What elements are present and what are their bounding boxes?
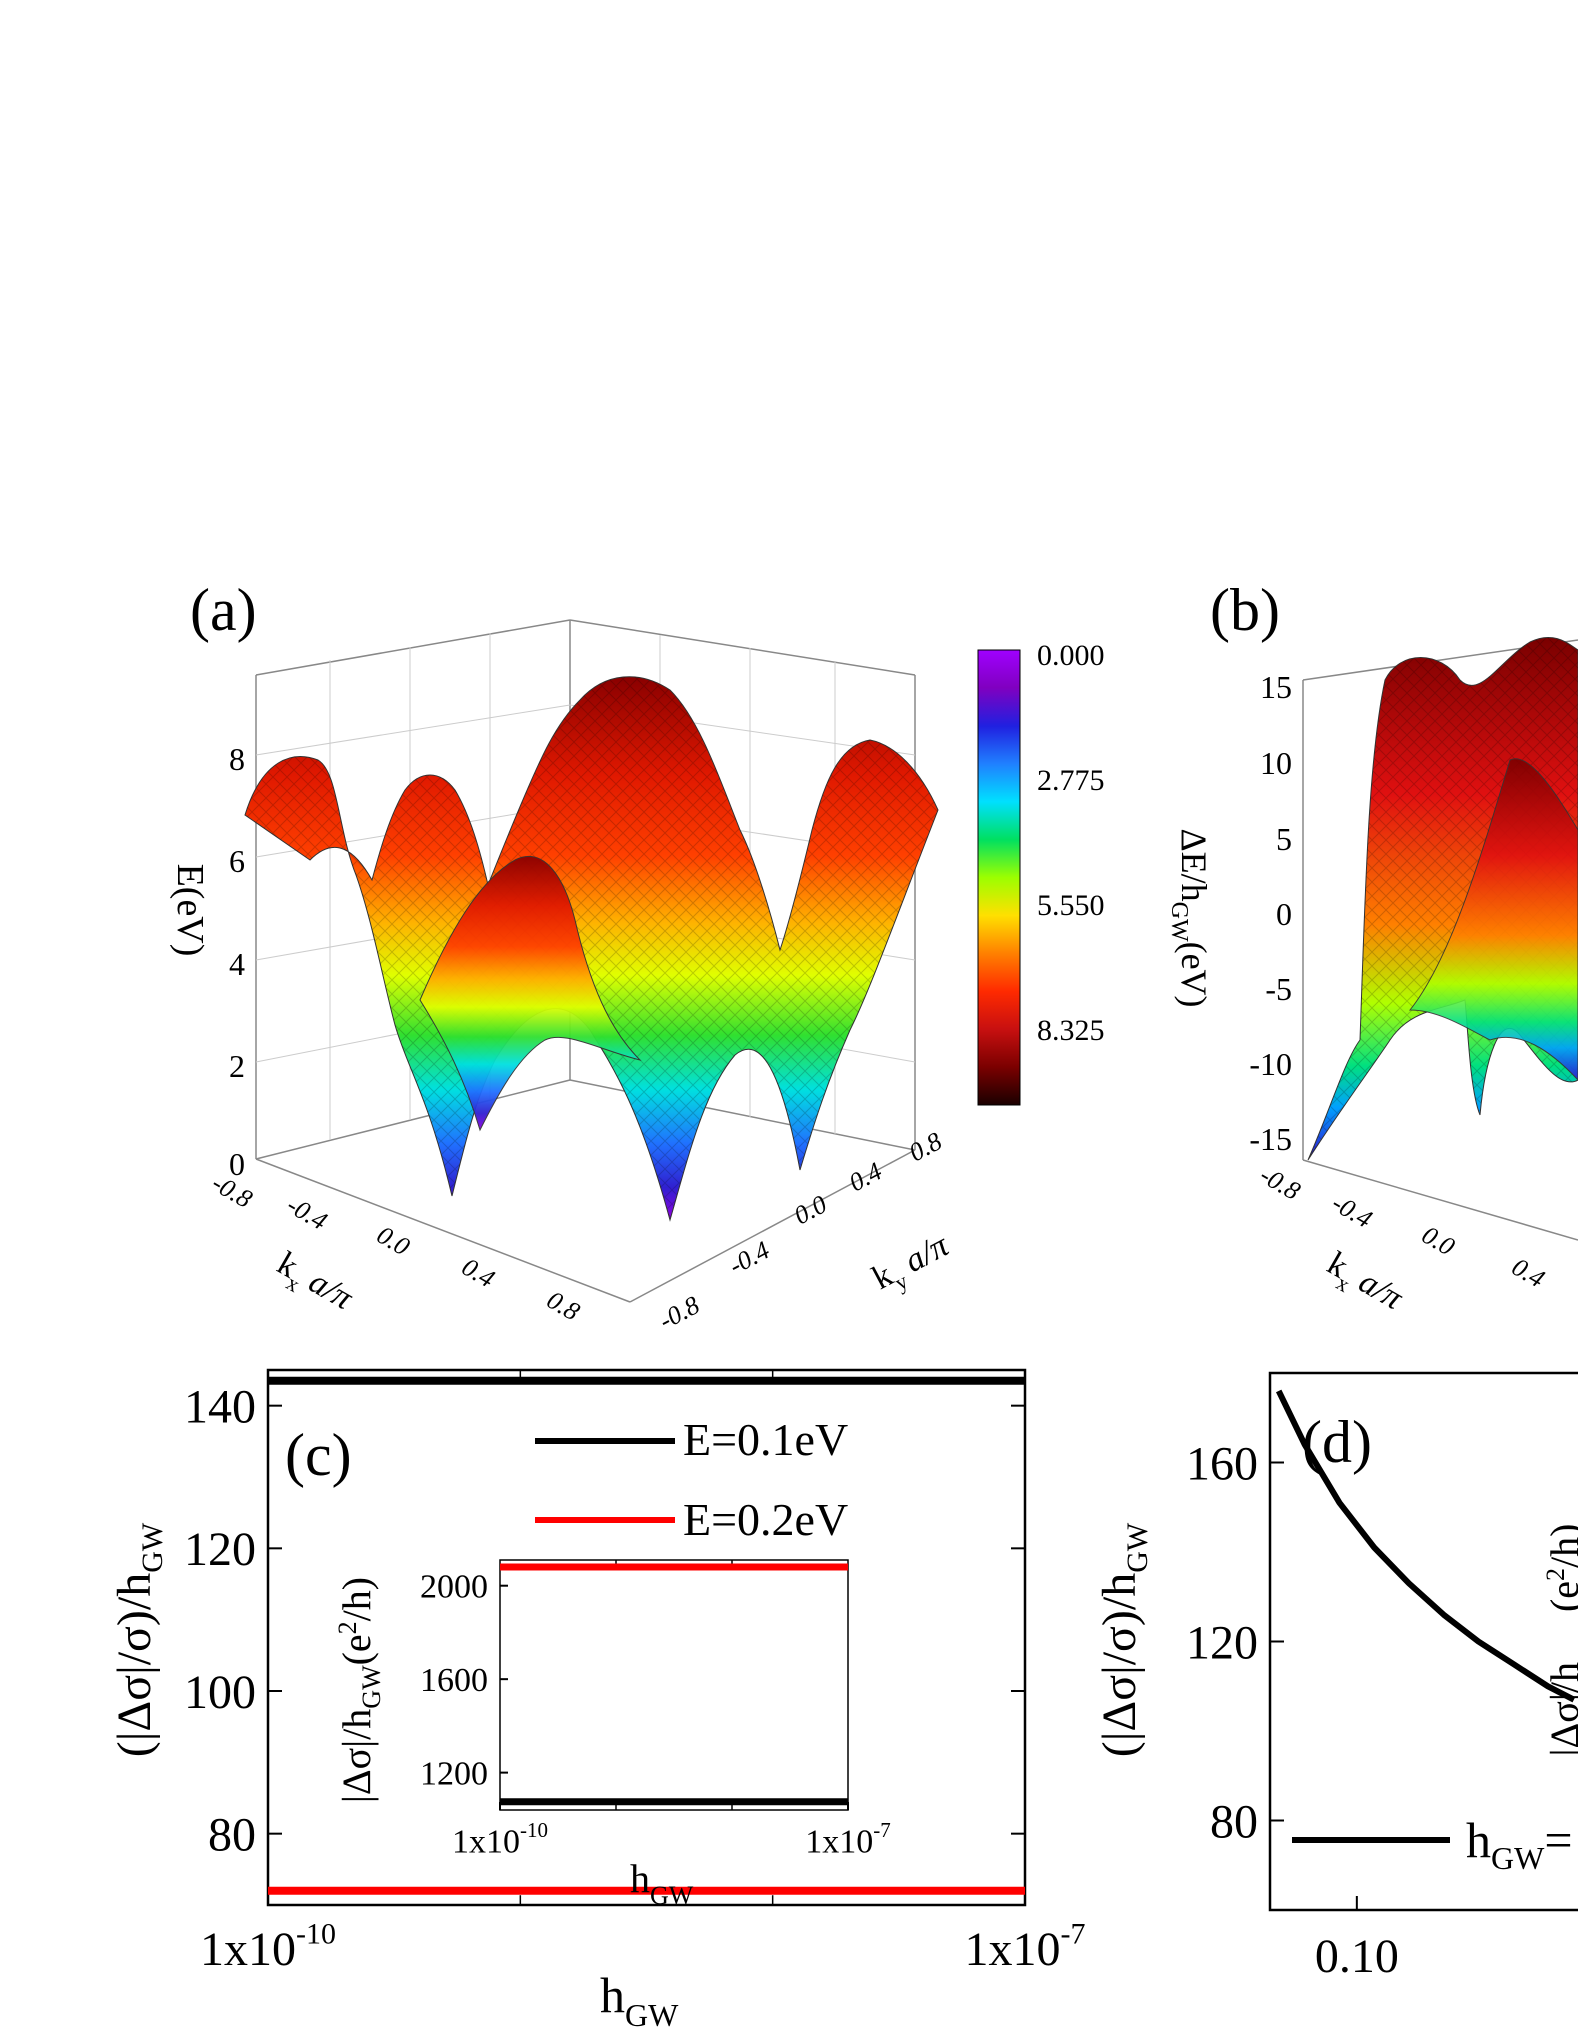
colorbar-tick: 0.000	[1037, 639, 1105, 672]
panel-c-legend: E=0.1eV E=0.2eV	[535, 1414, 848, 1545]
series-line-h_GW	[1275, 1389, 1576, 1703]
z-tick: 6	[229, 843, 245, 879]
z-tick: -15	[1249, 1121, 1292, 1157]
x-tick: -0.8	[1255, 1160, 1305, 1206]
panel-a-z-label: E(eV)	[169, 864, 211, 957]
x-tick: -0.4	[282, 1190, 332, 1236]
inset-y-label: |Δσ|/hGW(e2/h)	[333, 1577, 386, 1803]
y-tick-label: 1600	[420, 1662, 488, 1699]
z-tick: 5	[1276, 821, 1292, 857]
y-tick: 0.8	[904, 1126, 946, 1167]
legend-label: E=0.2eV	[683, 1494, 848, 1545]
panel-c-inset: 1200 1600 2000 1x10-10 1x10-7 |Δσ|/hGW(e2/h…	[333, 1559, 891, 1910]
y-tick-label: 120	[1186, 1616, 1258, 1669]
y-tick: -0.4	[724, 1235, 774, 1280]
panel-d-x-ticks: 0.10	[1315, 1896, 1399, 1983]
x-tick: -0.8	[207, 1168, 257, 1214]
panel-b: (b) 15 10 5 0 -5 -10 -15 ΔE/hGW(eV) -0.8…	[1166, 577, 1578, 1324]
z-tick: 8	[229, 741, 245, 777]
panel-a-colorbar: 0.000 2.775 5.550 8.325	[977, 639, 1105, 1106]
x-tick-label: 1x10-10	[200, 1917, 336, 1976]
z-tick: -5	[1265, 971, 1292, 1007]
panel-b-z-ticks: 15 10 5 0 -5 -10 -15	[1249, 669, 1292, 1157]
panel-a-x-ticks: -0.8 -0.4 0.0 0.4 0.8	[207, 1168, 585, 1326]
panel-a-surface	[244, 676, 939, 1222]
panel-d-y-ticks: 80 120 160	[1186, 1437, 1284, 1848]
panel-d-label: (d)	[1302, 1409, 1372, 1475]
panel-b-label: (b)	[1210, 577, 1280, 643]
panel-a: (a)	[169, 577, 1105, 1335]
x-tick: 0.8	[542, 1285, 585, 1326]
colorbar-tick: 2.775	[1037, 764, 1105, 797]
y-tick: -0.8	[654, 1290, 704, 1335]
x-tick: 0.4	[1507, 1252, 1550, 1293]
panel-b-surface	[1307, 636, 1578, 1161]
panel-a-z-ticks: 0 2 4 6 8	[229, 741, 245, 1182]
inset-x-ticks: 1x10-10 1x10-7	[452, 1560, 891, 1861]
y-tick-label: 1200	[420, 1756, 488, 1793]
inset-y-ticks: 1200 1600 2000	[420, 1569, 508, 1793]
inset-frame	[499, 1559, 849, 1811]
z-tick: 10	[1260, 745, 1292, 781]
panel-b-x-label: kx a/π	[1318, 1245, 1410, 1324]
y-tick: 0.0	[789, 1189, 831, 1230]
x-tick: 0.0	[1417, 1220, 1460, 1261]
panel-c-lines	[268, 1376, 1025, 1895]
panel-c-y-label: (|Δσ|/σ)/hGW	[108, 1522, 169, 1757]
inset-lines	[500, 1563, 848, 1806]
panel-c-frame	[266, 1368, 1027, 1907]
x-tick-label: 1x10-7	[805, 1818, 891, 1860]
panel-d-legend: hGW=	[1292, 1812, 1573, 1876]
panel-c-x-ticks: 1x10-10 1x10-7	[200, 1370, 1086, 1976]
z-tick: 2	[229, 1048, 245, 1084]
z-tick: 0	[1276, 896, 1292, 932]
panel-c-x-label: hGW	[600, 1967, 679, 2033]
y-tick-label: 120	[184, 1523, 256, 1576]
z-tick: 0	[229, 1146, 245, 1182]
panel-d: 80 120 160 0.10 (d) (|Δσ|/σ)/hGW |Δσ|/h(e2…	[1093, 1371, 1578, 1983]
colorbar-tick: 5.550	[1037, 889, 1105, 922]
y-tick-label: 100	[184, 1666, 256, 1719]
colorbar-tick: 8.325	[1037, 1014, 1105, 1047]
z-tick: 15	[1260, 669, 1292, 705]
panel-b-z-label: ΔE/hGW(eV)	[1166, 828, 1214, 1007]
panel-c-label: (c)	[285, 1422, 352, 1488]
legend-label: E=0.1eV	[683, 1414, 848, 1465]
y-tick-label: 80	[1210, 1795, 1258, 1848]
panel-a-x-label: kx a/π	[268, 1245, 360, 1324]
x-tick-label: 0.10	[1315, 1930, 1399, 1983]
y-tick-label: 2000	[420, 1569, 488, 1606]
panel-d-y-label: (|Δσ|/σ)/hGW	[1093, 1522, 1154, 1757]
panel-a-label: (a)	[190, 577, 257, 643]
z-tick: 4	[229, 946, 245, 982]
y-tick-label: 140	[184, 1380, 256, 1433]
x-tick: 0.0	[372, 1220, 415, 1261]
panel-b-x-ticks: -0.8 -0.4 0.0 0.4	[1255, 1160, 1550, 1293]
z-tick: -10	[1249, 1046, 1292, 1082]
inset-x-label: hGW	[630, 1856, 694, 1910]
x-tick-label: 1x10-10	[452, 1818, 548, 1860]
legend-label: hGW=	[1466, 1812, 1573, 1876]
panel-a-y-label: ky a/π	[866, 1226, 958, 1303]
colorbar-fill	[977, 649, 1021, 1106]
y-tick-label: 160	[1186, 1437, 1258, 1490]
y-tick-label: 80	[208, 1808, 256, 1861]
panel-c-y-ticks: 80 100 120 140	[184, 1380, 1025, 1861]
x-tick: -0.4	[1327, 1188, 1377, 1234]
x-tick: 0.4	[457, 1252, 500, 1293]
y-tick: 0.4	[844, 1156, 886, 1197]
panel-d-inset-y-label-fragment: |Δσ|/h(e2/h)	[1541, 1524, 1578, 1757]
panel-c: 80 100 120 140 1x10-10 1x10-7 (c) E=0.1eV E=…	[108, 1368, 1086, 2033]
x-tick-label: 1x10-7	[965, 1917, 1086, 1976]
panel-d-lines	[1275, 1389, 1576, 1703]
